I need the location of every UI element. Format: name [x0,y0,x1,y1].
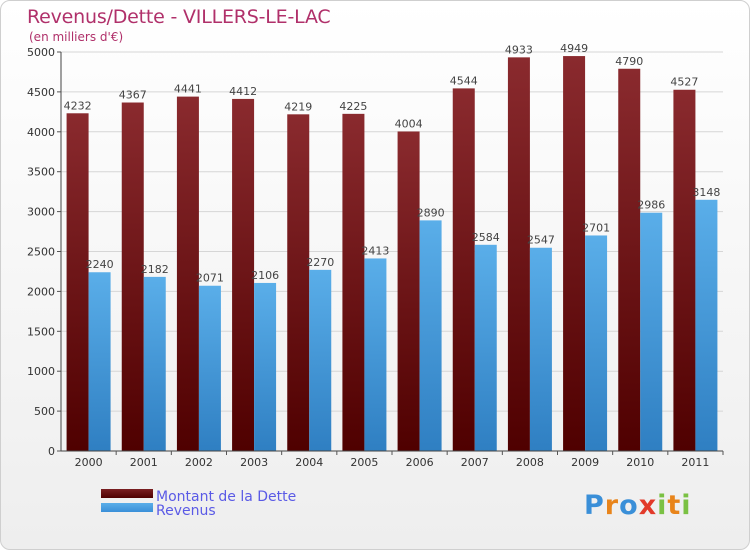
logo-letter: r [604,490,620,521]
bar-revenus [198,285,221,451]
legend-swatch-revenus [101,503,153,512]
bar-dette [342,113,365,451]
data-label-dette: 4004 [395,117,423,130]
data-label-revenus: 2240 [86,258,114,271]
bar-revenus [640,212,663,451]
x-tick-label: 2009 [571,456,599,469]
x-tick-label: 2002 [185,456,213,469]
bar-dette [563,56,586,452]
bar-dette [287,114,310,452]
x-tick-label: 2010 [626,456,654,469]
chart-subtitle: (en milliers d'€) [29,30,124,44]
legend-label-revenus: Revenus [156,503,216,519]
bar-revenus [529,247,552,451]
x-tick-label: 2011 [681,456,709,469]
data-label-dette: 4949 [560,42,588,55]
bar-dette [232,98,255,452]
logo-letter: t [667,490,682,521]
logo-letter: i [657,490,668,521]
bar-dette [121,102,144,451]
legend-label-dette: Montant de la Dette [156,489,296,505]
y-tick-label: 2000 [27,285,55,298]
bar-revenus [254,282,277,451]
bars-group [66,56,718,452]
data-label-dette: 4232 [64,99,92,112]
logo-letter: x [638,490,658,521]
data-label-revenus: 2270 [306,256,334,269]
y-tick-label: 1000 [27,365,55,378]
y-tick-label: 3000 [27,206,55,219]
data-label-revenus: 2584 [472,231,500,244]
x-tick-label: 2001 [130,456,158,469]
bar-dette [176,96,199,451]
bar-dette [673,89,696,452]
legend-swatch-dette [101,489,153,498]
y-tick-label: 5000 [27,46,55,59]
x-tick-label: 2000 [75,456,103,469]
data-label-revenus: 2182 [141,263,169,276]
x-tick-label: 2006 [406,456,434,469]
data-label-dette: 4412 [229,85,257,98]
logo-letter: o [619,490,639,521]
data-label-revenus: 3148 [692,186,720,199]
x-tick-label: 2005 [350,456,378,469]
axes: 0 500 1000 1500 2000 2500 3000 3500 4000 4500 5000… [27,46,724,469]
data-label-revenus: 2547 [527,234,555,247]
data-label-dette: 4225 [339,100,367,113]
data-label-dette: 4441 [174,83,202,96]
bar-dette [507,57,530,452]
bar-dette [452,88,475,452]
data-labels: 4232 2240 4367 2182 4441 2071 4412 2106 4219 2270… [64,42,721,285]
data-label-dette: 4527 [670,76,698,89]
bar-dette [397,131,420,451]
x-tick-label: 2004 [295,456,323,469]
bar-revenus [143,276,166,451]
data-label-revenus: 2071 [196,272,224,285]
x-tick-label: 2003 [240,456,268,469]
y-tick-label: 2500 [27,246,55,259]
chart-title: Revenus/Dette - VILLERS-LE-LAC [27,6,331,28]
bar-revenus [88,272,111,451]
grid-lines [61,51,723,412]
proxiti-logo: Proxiti [584,490,692,521]
logo-letter: i [681,490,692,521]
x-tick-label: 2007 [461,456,489,469]
data-label-revenus: 2701 [582,221,610,234]
data-label-dette: 4544 [450,74,478,87]
legend: Montant de la Dette Revenus [101,489,296,519]
data-label-revenus: 2890 [417,206,445,219]
data-label-dette: 4790 [615,55,643,68]
y-tick-label: 500 [34,405,55,418]
y-tick-label: 4000 [27,126,55,139]
y-tick-label: 1500 [27,325,55,338]
bar-revenus [474,244,497,451]
data-label-revenus: 2413 [361,244,389,257]
bar-revenus [695,199,718,451]
y-tick-label: 4500 [27,86,55,99]
data-label-revenus: 2986 [637,199,665,212]
y-tick-label: 0 [48,445,55,458]
data-label-dette: 4367 [119,89,147,102]
bar-dette [66,113,89,451]
bar-revenus [309,269,332,451]
data-label-revenus: 2106 [251,269,279,282]
logo-letter: P [584,490,605,521]
bar-revenus [585,235,608,451]
bar-dette [618,68,641,452]
bar-revenus [364,258,387,451]
data-label-dette: 4219 [284,100,312,113]
bar-revenus [419,220,442,451]
y-tick-label: 3500 [27,166,55,179]
x-tick-label: 2008 [516,456,544,469]
data-label-dette: 4933 [505,43,533,56]
